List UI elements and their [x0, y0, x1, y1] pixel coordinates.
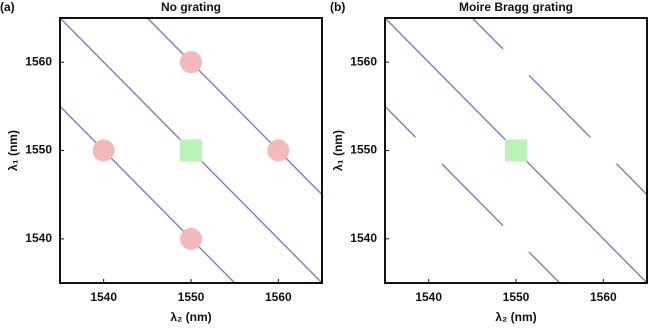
chart-title: No grating [161, 0, 221, 14]
panel-label: (b) [330, 0, 345, 14]
y-axis-label: λ₁ (nm) [331, 130, 345, 171]
y-tick-label: 1560 [350, 54, 377, 68]
y-axis-label: λ₁ (nm) [6, 130, 20, 171]
curve [146, 18, 322, 196]
curve [60, 105, 236, 283]
y-tick-label: 1550 [350, 143, 377, 157]
curve [471, 18, 647, 196]
x-tick-label: 1550 [178, 290, 205, 304]
marker [180, 139, 202, 162]
chart-title: Moire Bragg grating [459, 0, 573, 14]
marker [180, 51, 202, 74]
x-axis-label: λ₂ (nm) [495, 310, 536, 324]
x-axis-label: λ₂ (nm) [170, 310, 211, 324]
x-tick-label: 1550 [503, 290, 530, 304]
y-tick-label: 1540 [25, 231, 52, 245]
x-tick-label: 1560 [265, 290, 292, 304]
marker [92, 139, 115, 162]
marker [180, 227, 202, 250]
y-tick-label: 1550 [25, 143, 52, 157]
y-tick-label: 1540 [350, 231, 377, 245]
marker [267, 139, 290, 162]
panel-label: (a) [0, 0, 15, 14]
x-tick-label: 1540 [90, 290, 117, 304]
y-tick-label: 1560 [25, 54, 52, 68]
x-tick-label: 1560 [590, 290, 617, 304]
curve [385, 105, 561, 283]
marker [505, 139, 527, 162]
x-tick-label: 1540 [415, 290, 442, 304]
